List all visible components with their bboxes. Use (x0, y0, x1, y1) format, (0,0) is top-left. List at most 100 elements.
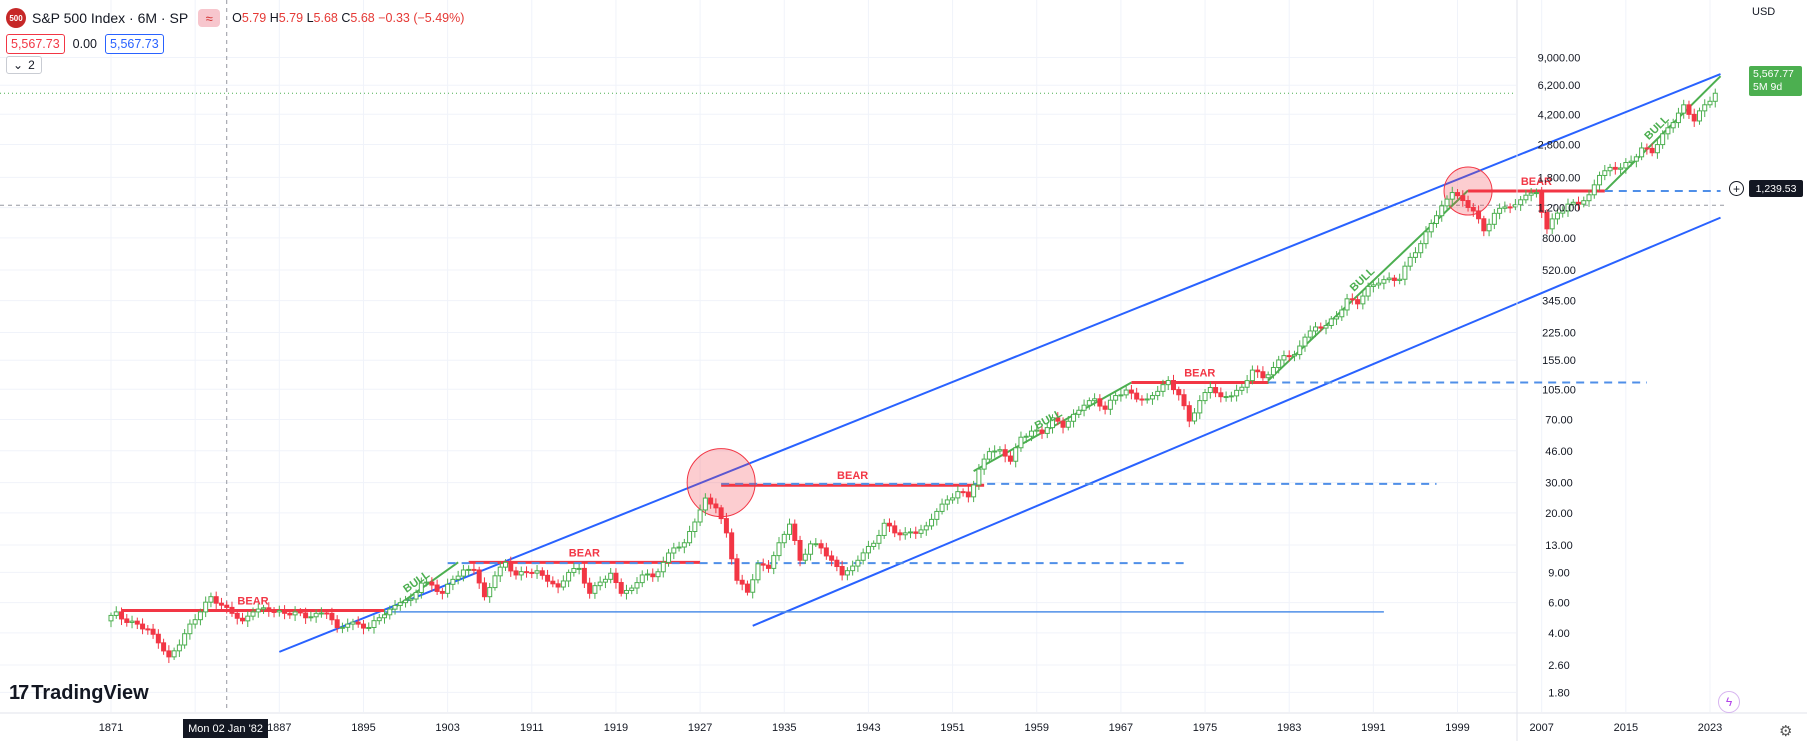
candle-body (1497, 207, 1503, 214)
candle-body (676, 546, 682, 549)
candle-body (413, 591, 419, 600)
candle-body (639, 574, 645, 584)
currency-label[interactable]: USD (1752, 6, 1776, 18)
candle-body (1633, 156, 1639, 162)
candle-body (1255, 369, 1261, 373)
candle-body (382, 614, 388, 619)
candle-body (566, 571, 572, 582)
x-tick-label: 2023 (1698, 722, 1722, 734)
candle-body (1670, 122, 1676, 129)
candle-body (1313, 326, 1319, 332)
candle-body (1123, 389, 1129, 396)
candle-body (1139, 398, 1145, 401)
candle-body (282, 610, 288, 614)
x-tick-label: 1999 (1445, 722, 1469, 734)
candle-body (481, 582, 487, 598)
candle-body (1050, 417, 1056, 429)
symbol-logo[interactable]: 500 (6, 8, 26, 28)
candle-body (881, 522, 887, 536)
candle-body (1186, 405, 1192, 422)
candle-body (1360, 295, 1366, 305)
candle-body (161, 642, 167, 652)
candle-body (1207, 387, 1213, 394)
candle-body (1460, 195, 1466, 202)
candle-body (1044, 427, 1050, 434)
candle-body (1076, 409, 1082, 415)
tradingview-logo[interactable]: 17 TradingView (9, 682, 149, 705)
candle-body (345, 623, 351, 628)
candle-body (1612, 166, 1618, 170)
candle-body (729, 532, 735, 560)
candle-body (1155, 390, 1161, 397)
flash-icon[interactable]: ϟ (1718, 691, 1740, 713)
candle-body (192, 619, 198, 625)
candle-body (1318, 326, 1324, 329)
chevron-down-icon: ⌄ (13, 58, 24, 72)
add-alert-plus-icon[interactable]: + (1729, 181, 1744, 196)
candle-body (1707, 100, 1713, 106)
candle-body (1618, 167, 1624, 170)
chart-grid (0, 0, 1728, 712)
candle-body (1128, 389, 1134, 394)
candle-body (534, 570, 540, 574)
x-tick-label: 1935 (772, 722, 796, 734)
y-tick-label: 520.00 (1542, 265, 1576, 277)
compare-icon[interactable]: ≈ (198, 9, 221, 27)
candle-body (1560, 210, 1566, 214)
candle-body (292, 611, 298, 616)
candle-body (1665, 127, 1671, 135)
candle-body (1381, 279, 1387, 284)
candle-body (560, 580, 566, 588)
sell-price-button[interactable]: 5,567.73 (6, 34, 65, 54)
candle-body (660, 561, 666, 573)
candle-body (650, 573, 656, 578)
candle-body (886, 522, 892, 527)
candle-body (1097, 398, 1103, 407)
candle-body (934, 510, 940, 520)
indicators-toggle-button[interactable]: ⌄ 2 (6, 56, 42, 74)
candle-body (1192, 412, 1198, 422)
settings-gear-icon[interactable]: ⚙ (1779, 723, 1793, 740)
candle-body (1623, 162, 1629, 169)
candle-body (1144, 398, 1150, 401)
y-tick-label: 105.00 (1542, 384, 1576, 396)
candle-body (1570, 201, 1576, 205)
candle-body (1007, 455, 1013, 462)
candle-body (1502, 206, 1508, 209)
candle-body (1639, 147, 1645, 158)
candle-body (1307, 330, 1313, 338)
candle-body (1291, 354, 1297, 357)
candle-body (271, 610, 277, 613)
candle-body (434, 584, 440, 592)
candle-body (213, 596, 219, 604)
buy-price-button[interactable]: 5,567.73 (105, 34, 164, 54)
candle-body (1302, 336, 1308, 347)
candle-body (1023, 435, 1029, 438)
candlestick-series[interactable] (108, 88, 1718, 664)
candle-body (176, 644, 182, 652)
candle-body (1344, 298, 1350, 311)
candle-body (1644, 147, 1650, 150)
candle-body (197, 611, 203, 621)
y-tick-label: 30.00 (1545, 478, 1573, 490)
candle-body (366, 626, 372, 629)
candle-body (418, 582, 424, 593)
candle-body (119, 611, 125, 620)
candle-body (229, 606, 235, 614)
x-tick-label: 1919 (604, 722, 628, 734)
candle-body (392, 604, 398, 610)
candle-body (224, 604, 230, 608)
candle-body (1433, 215, 1439, 224)
bear-label: BEAR (837, 470, 868, 482)
candle-body (460, 569, 466, 577)
candle-body (1055, 417, 1061, 422)
candle-body (171, 650, 177, 658)
symbol-legend: 500 S&P 500 Index · 6M · SP ≈ O5.79 H5.7… (6, 7, 464, 29)
candle-body (1113, 395, 1119, 401)
y-tick-label: 20.00 (1545, 508, 1573, 520)
x-tick-label: 1943 (856, 722, 880, 734)
drawing-annotations[interactable] (121, 73, 1722, 653)
candle-body (929, 518, 935, 527)
symbol-title[interactable]: S&P 500 Index · 6M · SP (32, 10, 189, 26)
